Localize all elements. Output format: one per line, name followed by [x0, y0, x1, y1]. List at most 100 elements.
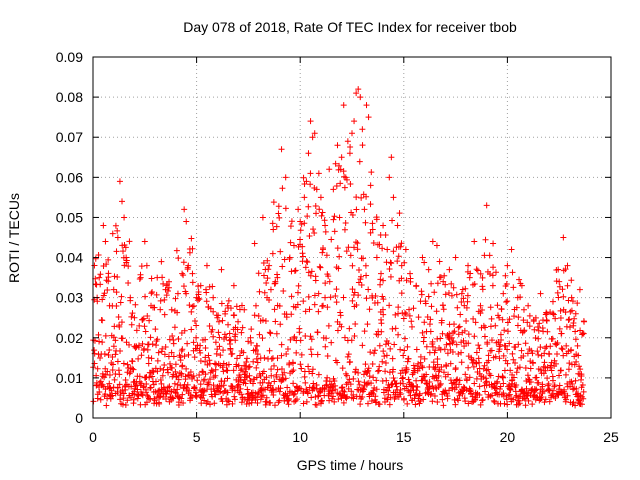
data-point	[414, 346, 420, 352]
data-point	[198, 381, 204, 387]
data-point	[331, 213, 337, 219]
data-point	[458, 350, 464, 356]
data-point	[379, 245, 385, 251]
data-point	[450, 330, 456, 336]
data-point	[328, 237, 334, 243]
y-tick-label: 0.01	[56, 370, 83, 386]
data-point	[490, 283, 496, 289]
data-point	[414, 384, 420, 390]
data-point	[566, 366, 572, 372]
data-point	[314, 402, 320, 408]
data-point	[395, 304, 401, 310]
data-point	[304, 259, 310, 265]
data-point	[274, 272, 280, 278]
data-point	[322, 280, 328, 286]
data-point	[382, 368, 388, 374]
data-point	[475, 268, 481, 274]
data-point	[193, 322, 199, 328]
data-point	[528, 365, 534, 371]
data-point	[149, 355, 155, 361]
data-point	[402, 336, 408, 342]
data-point	[154, 292, 160, 298]
data-point	[145, 347, 151, 353]
x-tick-label: 5	[193, 429, 201, 445]
data-point	[119, 198, 125, 204]
data-point	[500, 291, 506, 297]
data-point	[510, 269, 516, 275]
data-point	[214, 351, 220, 357]
data-point	[150, 341, 156, 347]
data-point	[452, 402, 458, 408]
data-point	[264, 399, 270, 405]
data-point	[274, 331, 280, 337]
data-point	[189, 271, 195, 277]
data-point	[314, 329, 320, 335]
x-tick-label: 10	[292, 429, 308, 445]
data-point	[98, 397, 104, 403]
data-point	[390, 248, 396, 254]
data-point	[288, 223, 294, 229]
data-point	[318, 194, 324, 200]
data-point	[141, 323, 147, 329]
data-point	[342, 335, 348, 341]
data-point	[298, 337, 304, 343]
data-point	[308, 394, 314, 400]
data-point	[279, 185, 285, 191]
data-point	[413, 283, 419, 289]
data-point	[275, 211, 281, 217]
data-point	[363, 263, 369, 269]
data-point	[569, 295, 575, 301]
data-point	[471, 239, 477, 245]
data-point	[268, 330, 274, 336]
data-point	[298, 365, 304, 371]
data-point	[188, 236, 194, 242]
data-point	[248, 340, 254, 346]
data-point	[96, 332, 102, 338]
data-point	[204, 298, 210, 304]
data-point	[362, 361, 368, 367]
data-point	[172, 324, 178, 330]
data-point	[428, 328, 434, 334]
data-point	[567, 309, 573, 315]
data-point	[367, 306, 373, 312]
data-point	[479, 283, 485, 289]
data-point	[320, 303, 326, 309]
data-point	[389, 218, 395, 224]
data-point	[488, 304, 494, 310]
data-point	[216, 335, 222, 341]
data-point	[290, 360, 296, 366]
data-point	[191, 303, 197, 309]
data-point	[267, 348, 273, 354]
data-point	[265, 266, 271, 272]
chart-title: Day 078 of 2018, Rate Of TEC Index for r…	[183, 19, 517, 35]
data-point	[113, 303, 119, 309]
data-point	[156, 350, 162, 356]
data-point	[410, 305, 416, 311]
data-point	[175, 255, 181, 261]
data-point	[352, 333, 358, 339]
data-point	[161, 362, 167, 368]
data-point	[445, 396, 451, 402]
data-point	[120, 248, 126, 254]
data-point	[195, 283, 201, 289]
data-point	[308, 333, 314, 339]
data-point	[581, 318, 587, 324]
data-point	[383, 232, 389, 238]
data-point	[103, 402, 109, 408]
data-point	[357, 94, 363, 100]
data-point	[330, 186, 336, 192]
data-point	[352, 321, 358, 327]
data-point	[489, 316, 495, 322]
data-point	[282, 257, 288, 263]
data-point	[256, 270, 262, 276]
data-point	[235, 319, 241, 325]
data-point	[213, 367, 219, 373]
data-point	[310, 226, 316, 232]
data-point	[533, 335, 539, 341]
data-point	[179, 362, 185, 368]
data-point	[110, 231, 116, 237]
data-point	[297, 236, 303, 242]
data-point	[146, 360, 152, 366]
data-point	[301, 194, 307, 200]
data-point	[563, 372, 569, 378]
